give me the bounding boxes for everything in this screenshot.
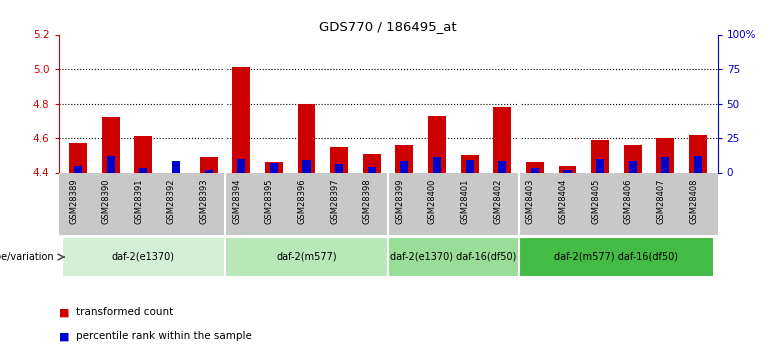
Bar — [200, 157, 218, 172]
Text: GSM28406: GSM28406 — [624, 179, 633, 224]
Text: GSM28405: GSM28405 — [591, 179, 600, 224]
Text: GSM28408: GSM28408 — [689, 179, 698, 224]
Bar — [367, 167, 376, 172]
Bar — [69, 143, 87, 172]
Text: daf-2(e1370): daf-2(e1370) — [112, 251, 175, 261]
Bar — [493, 107, 511, 172]
Bar — [388, 237, 519, 277]
Text: daf-2(m577) daf-16(df50): daf-2(m577) daf-16(df50) — [555, 251, 679, 261]
Text: GSM28403: GSM28403 — [526, 179, 535, 224]
Bar — [395, 145, 413, 172]
Text: GSM28389: GSM28389 — [69, 179, 78, 224]
Bar — [237, 159, 245, 172]
Title: GDS770 / 186495_at: GDS770 / 186495_at — [319, 20, 457, 33]
Bar — [558, 166, 576, 172]
Bar — [400, 161, 409, 172]
Text: GSM28391: GSM28391 — [134, 179, 144, 224]
Bar — [624, 145, 642, 172]
Text: GSM28396: GSM28396 — [297, 179, 307, 224]
Text: GSM28402: GSM28402 — [493, 179, 502, 224]
Bar — [62, 237, 225, 277]
Bar — [657, 138, 675, 172]
Bar — [232, 67, 250, 172]
Bar — [204, 170, 213, 172]
Bar — [172, 161, 180, 172]
Bar — [297, 104, 315, 172]
Bar — [335, 164, 343, 172]
Bar — [140, 168, 147, 172]
Text: GSM28407: GSM28407 — [657, 179, 665, 224]
Bar — [519, 237, 714, 277]
Bar — [134, 136, 152, 172]
Bar — [498, 161, 506, 172]
Bar — [428, 116, 446, 172]
Bar — [466, 160, 473, 172]
Text: percentile rank within the sample: percentile rank within the sample — [76, 332, 251, 341]
Bar — [661, 157, 669, 172]
Text: GSM28399: GSM28399 — [395, 179, 404, 224]
Bar — [107, 156, 115, 172]
Text: GSM28392: GSM28392 — [167, 179, 176, 224]
Bar — [74, 166, 82, 172]
Text: GSM28400: GSM28400 — [428, 179, 437, 224]
Text: ■: ■ — [58, 307, 69, 317]
Text: genotype/variation: genotype/variation — [0, 252, 55, 262]
Bar — [225, 237, 388, 277]
Bar — [531, 168, 539, 172]
Bar — [101, 117, 119, 172]
Text: transformed count: transformed count — [76, 307, 173, 317]
Bar — [596, 159, 604, 172]
Bar — [591, 140, 609, 172]
Bar — [270, 163, 278, 172]
Text: GSM28398: GSM28398 — [363, 179, 372, 224]
Bar — [363, 154, 381, 172]
Text: GSM28401: GSM28401 — [461, 179, 470, 224]
Bar — [563, 170, 572, 172]
Text: GSM28397: GSM28397 — [330, 179, 339, 224]
Text: GSM28395: GSM28395 — [265, 179, 274, 224]
Text: daf-2(e1370) daf-16(df50): daf-2(e1370) daf-16(df50) — [390, 251, 516, 261]
Bar — [694, 156, 702, 172]
Bar — [526, 162, 544, 172]
Text: GSM28390: GSM28390 — [101, 179, 111, 224]
Text: GSM28404: GSM28404 — [558, 179, 568, 224]
Bar — [433, 157, 441, 172]
Bar — [629, 161, 636, 172]
Bar — [330, 147, 348, 172]
Bar — [461, 155, 479, 172]
Text: ■: ■ — [58, 332, 69, 341]
Bar — [689, 135, 707, 172]
Text: GSM28393: GSM28393 — [200, 179, 208, 224]
Text: GSM28394: GSM28394 — [232, 179, 241, 224]
Bar — [303, 160, 310, 172]
Text: daf-2(m577): daf-2(m577) — [276, 251, 337, 261]
Bar — [265, 162, 283, 172]
